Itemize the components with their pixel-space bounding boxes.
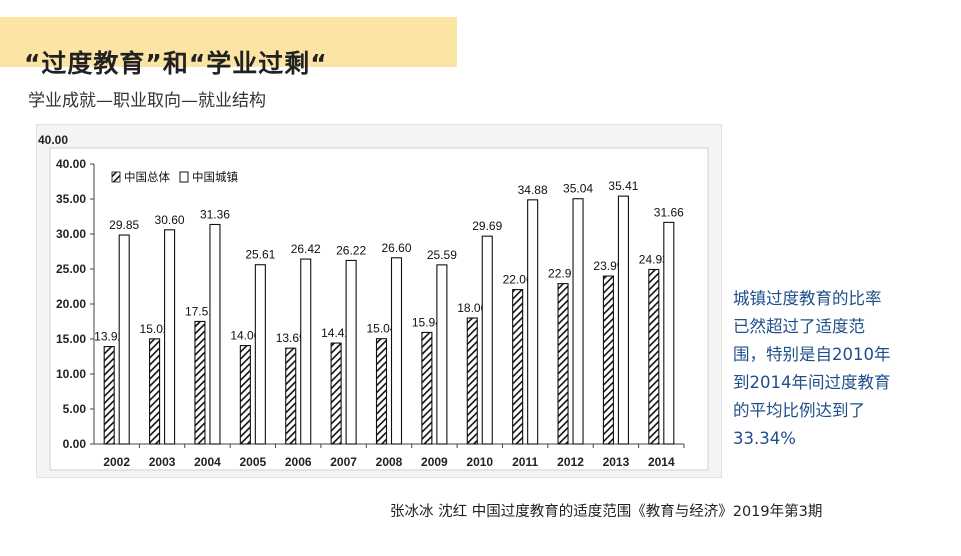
legend-label-overall: 中国总体 [124, 170, 170, 184]
bar-urban [436, 264, 448, 445]
bar-urban [617, 195, 629, 445]
x-tick-label: 2009 [421, 455, 448, 469]
bar-urban [118, 234, 130, 445]
data-label-urban: 31.66 [654, 205, 684, 219]
bar-urban [390, 257, 403, 445]
data-label-overall: 23.99 [593, 259, 623, 273]
data-label-overall: 22.06 [503, 273, 533, 287]
y-tick-label: 15.00 [56, 332, 86, 346]
x-tick-label: 2008 [376, 455, 403, 469]
x-tick-label: 2004 [194, 455, 221, 469]
data-label-urban: 29.85 [109, 218, 139, 232]
bar-urban [663, 221, 675, 445]
bar-urban [572, 198, 584, 445]
bar-urban [300, 258, 312, 445]
data-label-urban: 30.60 [155, 213, 185, 227]
data-label-urban: 26.42 [291, 242, 321, 256]
data-label-overall: 15.04 [366, 322, 396, 336]
slide-subtitle: 学业成就—职业取向—就业结构 [28, 91, 266, 111]
data-label-urban: 29.69 [472, 219, 502, 233]
bar-urban [481, 235, 493, 445]
bar-overall [149, 338, 161, 445]
data-label-overall: 17.51 [185, 304, 215, 318]
data-label-overall: 14.06 [230, 329, 260, 343]
x-tick-label: 2005 [239, 455, 266, 469]
bar-chart: 40.00 0.00 5.00 10.00 15.00 20.00 25.00 30.00 3… [38, 133, 709, 471]
data-label-overall: 24.93 [639, 252, 669, 266]
chart-legend: 中国总体 中国城镇 [111, 170, 238, 184]
note-line: 的平均比例达到了 [733, 401, 865, 420]
bar-urban [527, 199, 539, 445]
bar-overall [194, 320, 206, 445]
note-line: 围，特别是自2010年 [733, 345, 891, 364]
data-label-overall: 18.00 [457, 301, 487, 315]
y-tick-label: 0.00 [63, 437, 87, 451]
y-tick-label: 35.00 [56, 192, 86, 206]
legend-label-urban: 中国城镇 [192, 170, 238, 184]
x-tick-label: 2007 [330, 455, 357, 469]
bar-overall [330, 342, 342, 445]
x-tick-label: 2013 [603, 455, 630, 469]
data-label-urban: 25.59 [427, 248, 457, 262]
y-tick-label: 20.00 [56, 297, 86, 311]
data-label-overall: 14.42 [321, 326, 351, 340]
slide-title: “过度教育”和“学业过剩“ [24, 49, 328, 78]
y-tick-label: 25.00 [56, 262, 86, 276]
y-tick-label: 5.00 [63, 402, 87, 416]
x-tick-label: 2006 [285, 455, 312, 469]
data-label-overall: 22.91 [548, 267, 578, 281]
bar-urban [345, 259, 357, 445]
title-highlight-band [0, 17, 457, 67]
bar-overall [648, 268, 660, 445]
annotation-note: 城镇过度教育的比率 已然超过了适度范 围，特别是自2010年 到2014年间过度… [733, 285, 933, 453]
bar-overall [285, 347, 297, 445]
x-tick-label: 2014 [648, 455, 675, 469]
data-label-overall: 15.94 [412, 315, 442, 329]
data-label-overall: 15.02 [140, 322, 170, 336]
bar-overall [466, 317, 478, 445]
legend-swatch-overall [111, 171, 121, 183]
data-label-overall: 13.69 [276, 331, 306, 345]
bar-urban [164, 229, 176, 445]
bar-overall [512, 289, 524, 445]
cropped-tick-label: 40.00 [38, 133, 68, 147]
data-label-urban: 31.36 [200, 207, 230, 221]
bar-overall [557, 283, 569, 445]
source-citation: 张冰冰 沈红 中国过度教育的适度范围《教育与经济》2019年第3期 [390, 504, 823, 520]
data-label-urban: 26.60 [381, 241, 411, 255]
legend-swatch-urban [179, 171, 189, 183]
note-line: 33.34% [733, 429, 796, 448]
bar-urban [209, 223, 221, 445]
y-tick-label: 40.00 [56, 157, 86, 171]
y-axis: 0.00 5.00 10.00 15.00 20.00 25.00 30.00 35.00 40… [56, 157, 95, 451]
data-label-urban: 35.04 [563, 182, 593, 196]
bar-overall [375, 338, 388, 445]
note-line: 已然超过了适度范 [733, 317, 865, 336]
data-label-urban: 25.61 [245, 248, 275, 262]
x-tick-label: 2012 [557, 455, 584, 469]
bar-urban [254, 264, 266, 445]
y-tick-label: 30.00 [56, 227, 86, 241]
x-axis: 2002 2003 2004 2005 2006 2007 2008 2009 2010 2011… [94, 443, 685, 469]
bar-overall [239, 345, 251, 445]
x-tick-label: 2003 [149, 455, 176, 469]
x-tick-label: 2010 [466, 455, 493, 469]
data-label-urban: 26.22 [336, 243, 366, 257]
x-tick-label: 2002 [103, 455, 130, 469]
data-label-overall: 13.92 [94, 330, 124, 344]
bar-series: 13.92 29.85 15.02 30.60 17.51 31.36 14.06 25.61… [94, 179, 684, 445]
bar-overall [421, 331, 433, 445]
data-label-urban: 35.41 [608, 179, 638, 193]
note-line: 到2014年间过度教育 [733, 373, 891, 392]
x-tick-label: 2011 [512, 455, 538, 469]
y-tick-label: 10.00 [56, 367, 86, 381]
bar-overall [103, 346, 115, 445]
note-line: 城镇过度教育的比率 [733, 289, 882, 308]
data-label-urban: 34.88 [518, 183, 548, 197]
bar-overall [602, 275, 614, 445]
